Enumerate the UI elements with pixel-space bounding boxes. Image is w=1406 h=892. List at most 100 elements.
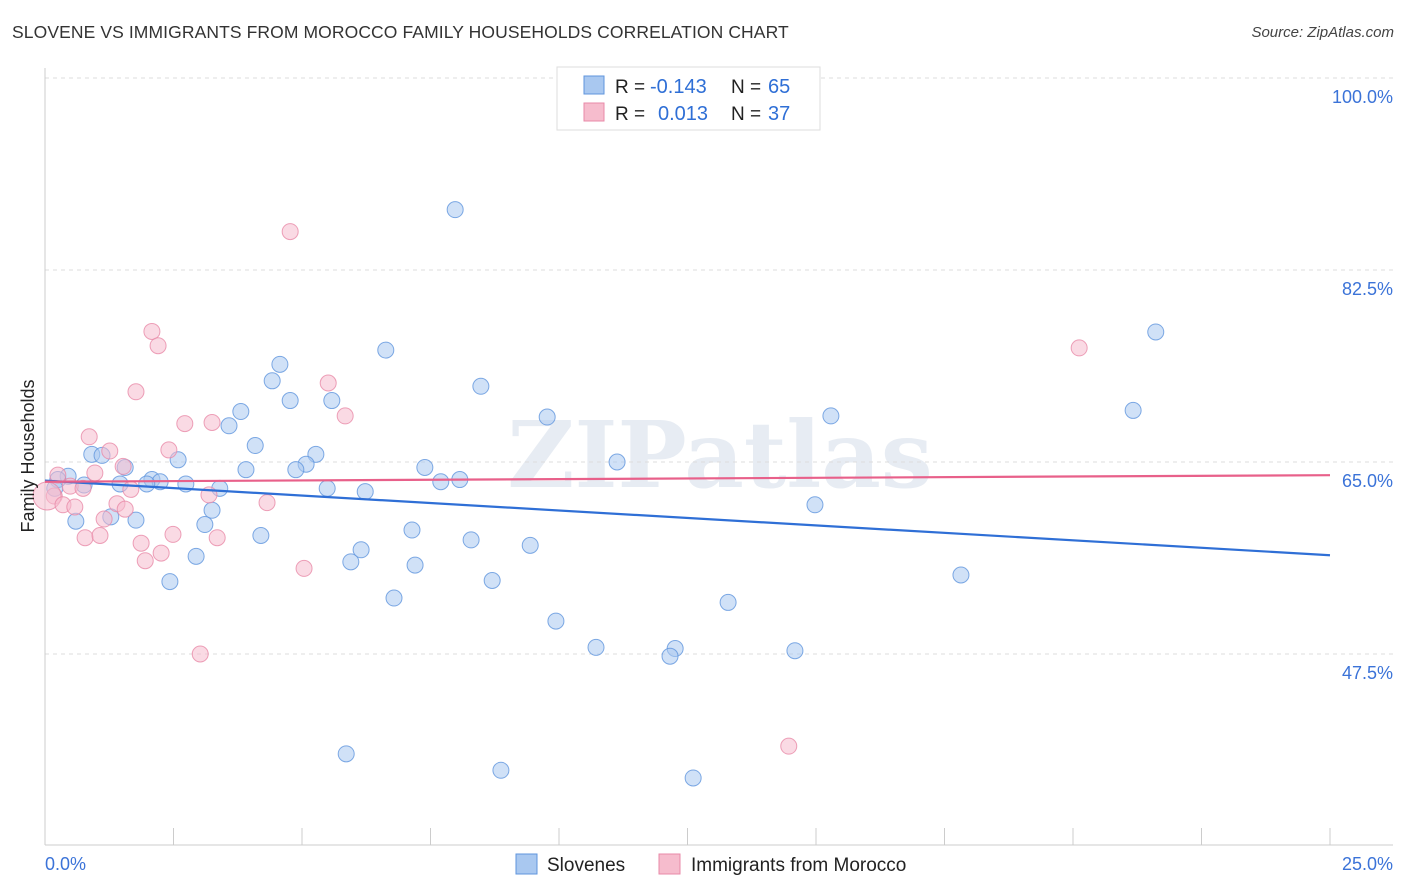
chart-title: SLOVENE VS IMMIGRANTS FROM MOROCCO FAMIL… [12,22,789,42]
data-point-slovenes [608,453,626,471]
data-point-morocco [336,407,354,425]
data-point-morocco [80,428,98,446]
x-tick-label-min: 0.0% [45,854,86,874]
data-point-morocco [203,414,221,432]
data-point-slovenes [806,496,824,514]
y-axis-label: Family Households [18,379,38,532]
data-point-slovenes [271,355,289,373]
y-tick-label: 82.5% [1342,279,1393,299]
data-point-morocco [143,322,161,340]
data-point-morocco [258,494,276,512]
data-point-slovenes [547,612,565,630]
data-point-slovenes [1124,401,1142,419]
data-point-slovenes [587,638,605,656]
legend-label-slovenes[interactable]: Slovenes [547,855,625,876]
data-point-morocco [95,510,113,528]
data-point-slovenes [232,403,250,421]
data-point-slovenes [416,458,434,476]
data-point-slovenes [406,556,424,574]
data-point-slovenes [661,647,679,665]
data-point-morocco [1070,339,1088,357]
data-point-slovenes [786,642,804,660]
data-point-slovenes [138,475,156,493]
data-point-morocco [319,374,337,392]
legend-r-label: R = [615,104,645,125]
data-point-slovenes [952,566,970,584]
data-point-slovenes [385,589,403,607]
trend-line-slovenes [44,479,1331,557]
series-legend: Slovenes Immigrants from Morocco [515,853,906,876]
data-point-morocco [91,527,109,545]
data-point-morocco [295,559,313,577]
data-point-morocco [136,552,154,570]
data-point-slovenes [237,461,255,479]
data-point-slovenes [342,553,360,571]
data-point-slovenes [220,417,238,435]
data-point-slovenes [337,745,355,763]
data-point-morocco [122,480,140,498]
legend-r-value: 0.013 [658,103,708,125]
data-point-slovenes [492,761,510,779]
data-point-slovenes [472,377,490,395]
y-tick-label: 47.5% [1342,663,1393,683]
data-point-slovenes [187,547,205,565]
data-point-slovenes [252,527,270,545]
stats-legend: R = -0.143 N = 65 R = 0.013 N = 37 [556,66,821,131]
data-point-morocco [160,441,178,459]
data-point-slovenes [483,571,501,589]
legend-swatch-slovenes[interactable] [515,853,538,875]
data-point-slovenes [538,408,556,426]
data-point-slovenes [203,501,221,519]
data-point-slovenes [287,461,305,479]
data-point-slovenes [403,521,421,539]
data-point-slovenes [161,573,179,591]
data-point-slovenes [719,593,737,611]
data-point-morocco [86,464,104,482]
legend-label-morocco[interactable]: Immigrants from Morocco [691,855,906,876]
data-point-slovenes [377,341,395,359]
data-point-slovenes [67,512,85,530]
legend-n-label: N = [731,77,761,98]
data-point-morocco [780,737,798,755]
data-point-morocco [149,337,167,355]
source-label: Source: ZipAtlas.com [1251,24,1394,41]
data-point-morocco [74,479,92,497]
data-point-morocco [152,544,170,562]
data-point-morocco [116,500,134,518]
data-point-morocco [281,223,299,241]
data-point-slovenes [822,407,840,425]
data-point-slovenes [1147,323,1165,341]
data-point-morocco [132,534,150,552]
legend-n-value: 37 [768,103,790,125]
data-point-morocco [114,457,132,475]
data-point-slovenes [281,392,299,410]
data-point-slovenes [318,479,336,497]
data-point-slovenes [521,536,539,554]
data-point-slovenes [462,531,480,549]
data-point-slovenes [246,437,264,455]
data-point-slovenes [196,516,214,534]
data-point-slovenes [127,511,145,529]
data-point-morocco [76,529,94,547]
data-point-slovenes [432,473,450,491]
data-point-morocco [49,466,67,484]
data-point-slovenes [684,769,702,787]
y-tick-label: 65.0% [1342,471,1393,491]
legend-swatch-morocco[interactable] [658,853,681,875]
data-point-morocco [101,442,119,460]
data-point-slovenes [323,392,341,410]
data-point-slovenes [446,201,464,219]
data-point-morocco [164,525,182,543]
data-point-slovenes [356,483,374,501]
trend-line-morocco [44,474,1331,483]
data-point-morocco [66,498,84,516]
legend-r-label: R = [615,77,645,98]
data-point-morocco [208,529,226,547]
legend-r-value: -0.143 [650,76,707,98]
legend-n-value: 65 [768,76,790,98]
watermark: ZIPatlas [507,401,932,509]
legend-n-label: N = [731,104,761,125]
data-point-morocco [176,415,194,433]
data-point-slovenes [263,372,281,390]
